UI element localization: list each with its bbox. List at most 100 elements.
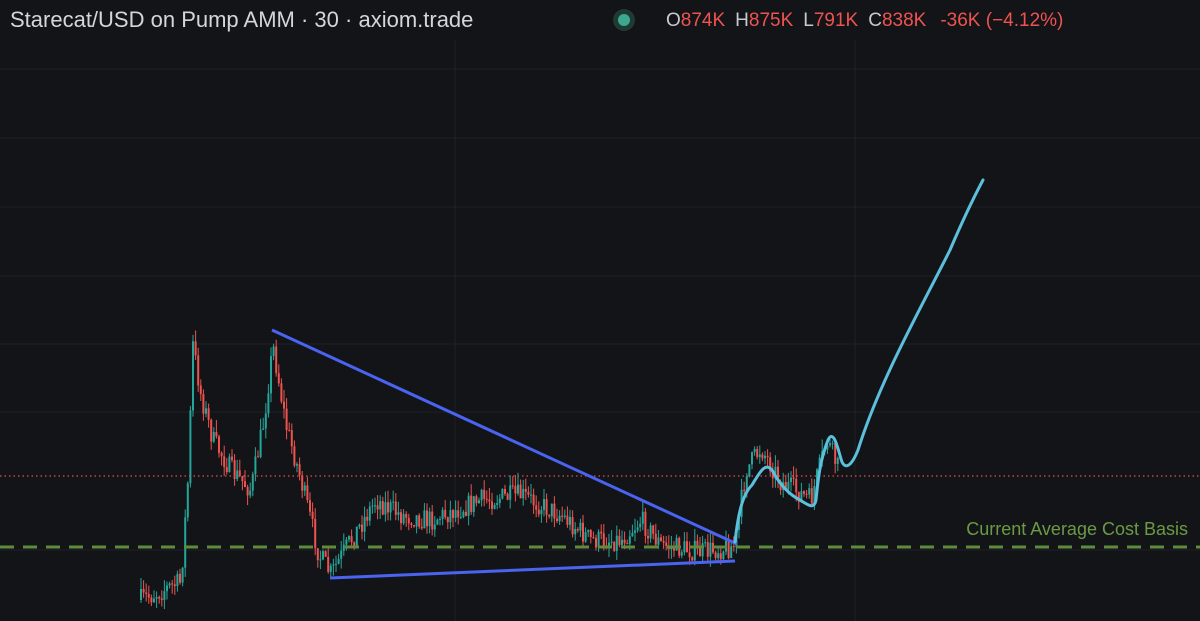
candle-body [636,527,639,531]
candle-body [574,529,577,535]
candle-body [829,443,831,446]
candle-body [467,495,470,516]
candle-body [350,536,353,543]
candle-body [553,503,556,519]
candle-body [322,551,324,560]
candle-body [397,512,400,515]
trend-line [271,328,738,546]
candle-body [189,410,192,484]
candle-body [436,519,439,525]
candle-body [241,476,244,482]
candle-body [142,589,145,593]
candle-body [556,518,558,522]
candle-body [244,481,246,488]
candle-body [413,525,415,527]
candle-body [709,542,712,557]
cost-basis-label: Current Average Cost Basis [966,519,1188,539]
candle-body [579,522,582,531]
candle-body [506,493,509,500]
candle-body [657,537,660,545]
candle-body [155,597,158,599]
candle-body [470,495,473,513]
candle-body [145,592,148,594]
candle-body [610,541,613,543]
candle-body [514,486,517,494]
candle-body [511,485,514,487]
candle-body [449,510,452,523]
candle-body [813,485,816,504]
candle-body [407,517,410,524]
candle-body [371,505,374,507]
candle-body [587,530,590,533]
candle-body [426,510,428,527]
candle-body [348,536,350,540]
candle-body [262,428,265,430]
candle-body [158,597,161,599]
candle-body [379,501,382,510]
candle-body [680,552,683,556]
price-change: -36K (−4.12%) [940,10,1063,31]
candle-body [251,474,254,491]
candle-body [329,565,332,572]
candle-body [563,515,566,517]
candle-body [153,598,155,603]
candle-body [761,454,764,459]
candle-body [522,488,525,499]
candle-body [558,515,561,522]
ohlc: O 874K H 875K L 791K C 838K -36K (−4.12%) [666,10,1063,31]
candle-body [589,530,592,538]
candle-body [444,509,447,518]
candle-body [324,551,327,557]
candle-body [173,584,176,587]
candle-body [192,341,194,411]
candle-body [319,559,322,561]
candle-body [166,585,168,592]
candle-body [543,499,545,510]
candle-body [202,394,205,414]
candle-body [176,573,179,587]
candle-body [524,488,527,492]
candle-body [582,522,584,542]
candle-body [361,524,363,532]
candle-body [194,341,197,356]
candle-body [311,511,314,519]
candle-body [550,503,553,517]
candle-body [602,533,605,546]
candle-body [621,539,623,545]
candle-body [238,470,241,477]
candle-body [233,460,236,479]
candle-body [199,385,202,395]
candle-body [272,346,275,357]
candle-body [686,541,688,553]
candle-body [150,597,153,603]
status-dot [618,14,630,26]
candle-body [831,443,834,445]
candle-body [719,553,722,560]
ohlc-label: O [666,10,681,31]
candle-body [771,471,774,479]
candle-body [530,494,532,496]
ohlc-label: C [868,10,882,31]
candle-body [306,485,309,501]
candle-body [784,482,787,490]
ohlc-value: 791K [814,10,859,31]
candle-body [223,456,226,468]
candle-body [618,535,621,545]
candle-body [257,456,259,458]
candle-body [475,496,478,504]
candle-body [608,542,610,549]
candle-body [384,502,387,515]
candle-body [644,511,647,536]
candle-body [270,356,272,394]
candle-body [236,470,239,479]
candle-body [743,489,746,492]
candle-body [810,488,813,504]
candle-body [472,496,475,513]
candle-body [394,501,397,515]
candle-body [540,509,543,515]
candle-body [717,553,720,558]
candle-body [410,523,413,526]
candle-body [309,500,311,512]
candle-body [205,408,207,414]
